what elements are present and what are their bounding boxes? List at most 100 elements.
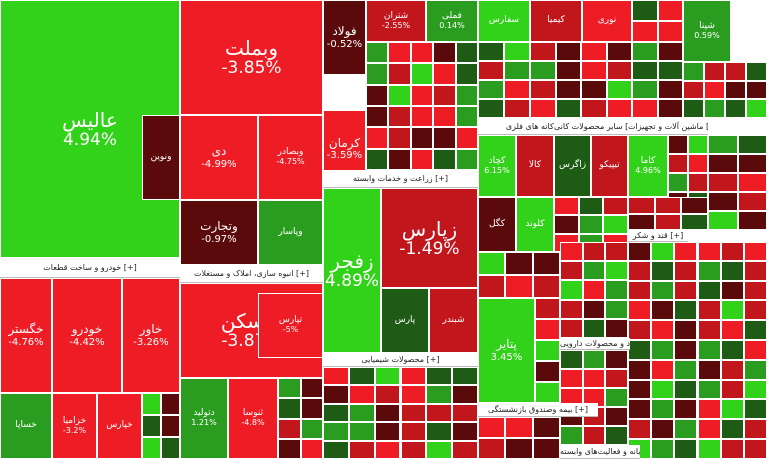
treemap-cell[interactable] <box>746 80 767 100</box>
treemap-tile[interactable]: وبملت -3.85% <box>180 0 323 115</box>
sector-header[interactable]: خودرو و ساخت قطعات [+] <box>0 258 180 278</box>
sector-header[interactable]: ماشین آلات و تجهیزات [+] <box>628 118 708 135</box>
treemap-cell[interactable] <box>697 319 721 340</box>
treemap-cell[interactable] <box>697 419 721 440</box>
treemap-cell[interactable] <box>681 213 708 230</box>
treemap-cell[interactable] <box>606 80 632 99</box>
treemap-cell[interactable] <box>348 385 375 404</box>
treemap-cell[interactable] <box>348 367 375 386</box>
treemap-cell[interactable] <box>688 173 708 192</box>
treemap-cell[interactable] <box>708 173 738 192</box>
treemap-cell[interactable] <box>478 252 506 275</box>
treemap-cell[interactable] <box>632 99 658 118</box>
treemap-cell[interactable] <box>366 148 389 170</box>
treemap-cell[interactable] <box>426 422 453 441</box>
treemap-cell[interactable] <box>433 127 456 149</box>
treemap-cell[interactable] <box>554 197 579 216</box>
treemap-cell[interactable] <box>410 84 434 106</box>
treemap-tile[interactable]: شبندر <box>429 288 478 353</box>
treemap-cell[interactable] <box>400 422 427 441</box>
treemap-cell[interactable] <box>651 300 675 320</box>
treemap-tile[interactable]: وبصادر -4.75% <box>258 115 323 200</box>
treemap-cell[interactable] <box>555 99 581 118</box>
treemap-tile[interactable]: خگستر -4.76% <box>0 278 52 393</box>
treemap-cell[interactable] <box>581 80 607 99</box>
treemap-cell[interactable] <box>388 106 411 128</box>
treemap-cell[interactable] <box>697 242 721 262</box>
treemap-cell[interactable] <box>743 242 767 262</box>
treemap-cell[interactable] <box>532 252 560 275</box>
treemap-cell[interactable] <box>674 419 698 440</box>
treemap-cell[interactable] <box>388 42 411 64</box>
treemap-cell[interactable] <box>374 422 401 441</box>
treemap-tile[interactable]: کاما 4.96% <box>628 135 668 197</box>
treemap-cell[interactable] <box>720 242 744 262</box>
treemap-cell[interactable] <box>697 399 721 420</box>
treemap-cell[interactable] <box>628 319 652 340</box>
treemap-cell[interactable] <box>628 261 652 281</box>
treemap-cell[interactable] <box>725 62 746 81</box>
treemap-cell[interactable] <box>628 379 652 400</box>
treemap-cell[interactable] <box>743 319 767 340</box>
treemap-tile[interactable]: کالا <box>516 135 554 197</box>
treemap-tile[interactable]: نوری <box>582 0 632 42</box>
treemap-cell[interactable] <box>555 80 581 99</box>
treemap-cell[interactable] <box>697 339 721 360</box>
treemap-cell[interactable] <box>504 61 530 80</box>
treemap-cell[interactable] <box>388 84 411 106</box>
treemap-tile[interactable]: خزامیا -3.2% <box>52 393 97 459</box>
treemap-cell[interactable] <box>651 359 675 380</box>
treemap-cell[interactable] <box>410 42 434 64</box>
treemap-cell[interactable] <box>632 42 658 61</box>
treemap-cell[interactable] <box>426 367 453 386</box>
treemap-cell[interactable] <box>737 173 767 192</box>
treemap-cell[interactable] <box>720 439 744 459</box>
treemap-tile[interactable]: شپنا 0.59% <box>683 0 731 62</box>
treemap-cell[interactable] <box>632 0 658 21</box>
treemap-cell[interactable] <box>743 439 767 459</box>
treemap-cell[interactable] <box>651 319 675 340</box>
treemap-cell[interactable] <box>605 350 628 369</box>
treemap-cell[interactable] <box>743 399 767 420</box>
treemap-cell[interactable] <box>651 280 675 300</box>
sector-header[interactable]: قند و شکر [+] <box>628 230 688 242</box>
treemap-cell[interactable] <box>654 197 682 214</box>
treemap-cell[interactable] <box>560 426 583 445</box>
treemap-cell[interactable] <box>478 99 504 118</box>
treemap-tile[interactable]: تپارس -5% <box>258 293 323 358</box>
sector-header[interactable]: محصولات شیمیایی [+] <box>323 353 478 367</box>
treemap-cell[interactable] <box>452 440 478 459</box>
treemap-cell[interactable] <box>683 99 704 118</box>
treemap-cell[interactable] <box>530 42 556 61</box>
treemap-cell[interactable] <box>433 42 456 64</box>
treemap-cell[interactable] <box>720 280 744 300</box>
treemap-cell[interactable] <box>697 439 721 459</box>
treemap-cell[interactable] <box>674 339 698 360</box>
treemap-cell[interactable] <box>278 378 301 399</box>
treemap-cell[interactable] <box>674 399 698 420</box>
treemap-cell[interactable] <box>606 42 632 61</box>
treemap-cell[interactable] <box>433 148 456 170</box>
treemap-cell[interactable] <box>560 369 583 388</box>
treemap-cell[interactable] <box>657 80 683 99</box>
treemap-cell[interactable] <box>410 148 434 170</box>
treemap-cell[interactable] <box>720 419 744 440</box>
treemap-cell[interactable] <box>605 299 628 319</box>
treemap-cell[interactable] <box>674 319 698 340</box>
treemap-cell[interactable] <box>720 319 744 340</box>
treemap-cell[interactable] <box>628 197 655 214</box>
treemap-cell[interactable] <box>628 300 652 320</box>
treemap-cell[interactable] <box>433 84 456 106</box>
treemap-tile[interactable]: فولاد -0.52% <box>323 0 366 75</box>
treemap-cell[interactable] <box>426 403 453 423</box>
treemap-cell[interactable] <box>455 148 478 170</box>
sector-header[interactable]: بیمه وصندوق بازنشستگی [+] <box>478 403 598 417</box>
treemap-cell[interactable] <box>532 417 560 438</box>
sector-header[interactable]: رایانه و فعالیت‌های وابسته [+] <box>560 445 640 459</box>
treemap-cell[interactable] <box>478 275 506 298</box>
treemap-cell[interactable] <box>348 403 375 423</box>
treemap-tile[interactable]: تیپیکو <box>591 135 628 197</box>
treemap-cell[interactable] <box>743 379 767 400</box>
treemap-tile[interactable]: ثنوسا -4.8% <box>228 378 278 459</box>
treemap-cell[interactable] <box>657 42 683 61</box>
